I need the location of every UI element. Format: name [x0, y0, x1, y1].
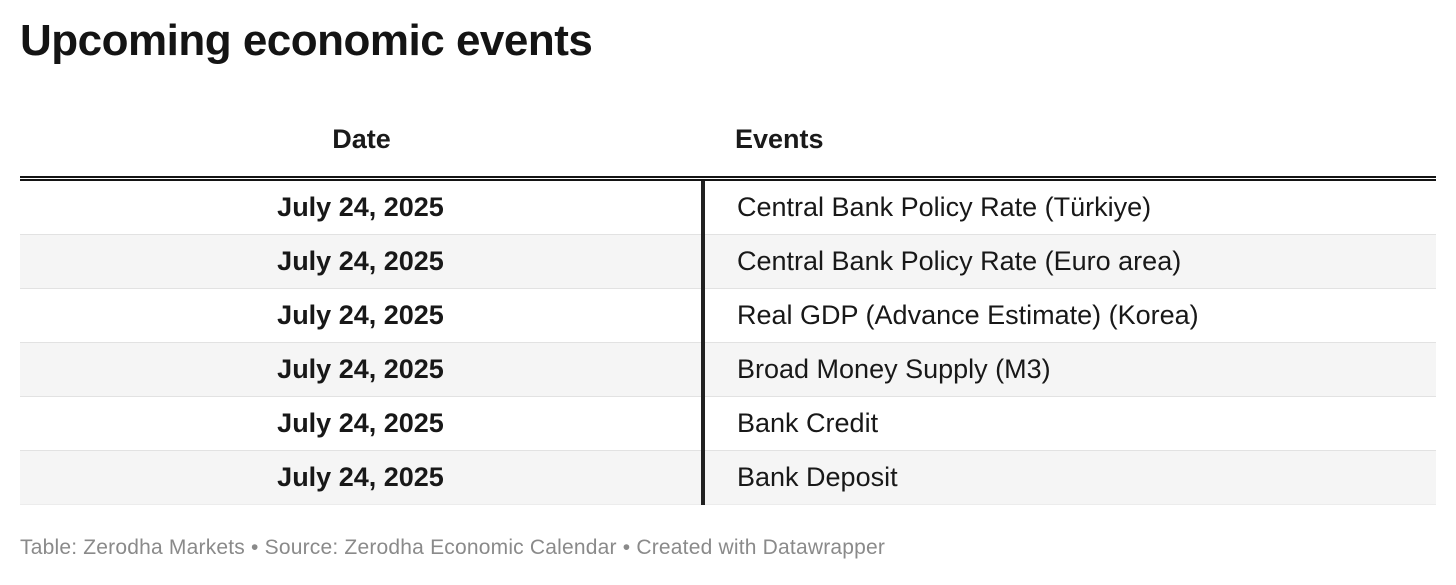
table-row: July 24, 2025 Central Bank Policy Rate (T…: [20, 178, 1436, 235]
economic-events-table: Date Events July 24, 2025 Central Bank Po…: [20, 99, 1436, 505]
datawrapper-table-page: Upcoming economic events Date Events Jul…: [0, 16, 1456, 585]
event-cell: Broad Money Supply (M3): [703, 341, 1436, 397]
event-cell: Bank Credit: [703, 395, 1436, 451]
date-cell: July 24, 2025: [20, 178, 705, 235]
column-header-events: Events: [703, 99, 1436, 181]
date-cell: July 24, 2025: [20, 341, 705, 397]
event-cell: Central Bank Policy Rate (Euro area): [703, 233, 1436, 289]
date-cell: July 24, 2025: [20, 449, 705, 505]
date-cell: July 24, 2025: [20, 287, 705, 343]
table-row: July 24, 2025 Broad Money Supply (M3): [20, 341, 1436, 397]
date-cell: July 24, 2025: [20, 233, 705, 289]
attribution-footer: Table: Zerodha Markets • Source: Zerodha…: [20, 535, 886, 559]
event-cell: Real GDP (Advance Estimate) (Korea): [703, 287, 1436, 343]
table-row: July 24, 2025 Real GDP (Advance Estimate)…: [20, 287, 1436, 343]
table-row: July 24, 2025 Bank Deposit: [20, 449, 1436, 505]
column-header-date: Date: [20, 99, 703, 181]
event-cell: Central Bank Policy Rate (Türkiye): [737, 191, 1152, 222]
table-header-row: Date Events: [20, 99, 1436, 181]
table-body: July 24, 2025 Central Bank Policy Rate (T…: [20, 178, 1436, 505]
page-title: Upcoming economic events: [20, 16, 593, 65]
date-cell: July 24, 2025: [20, 395, 705, 451]
table-row: July 24, 2025 Central Bank Policy Rate (E…: [20, 233, 1436, 289]
event-cell: Bank Deposit: [703, 449, 1436, 505]
table-row: July 24, 2025 Bank Credit: [20, 395, 1436, 451]
